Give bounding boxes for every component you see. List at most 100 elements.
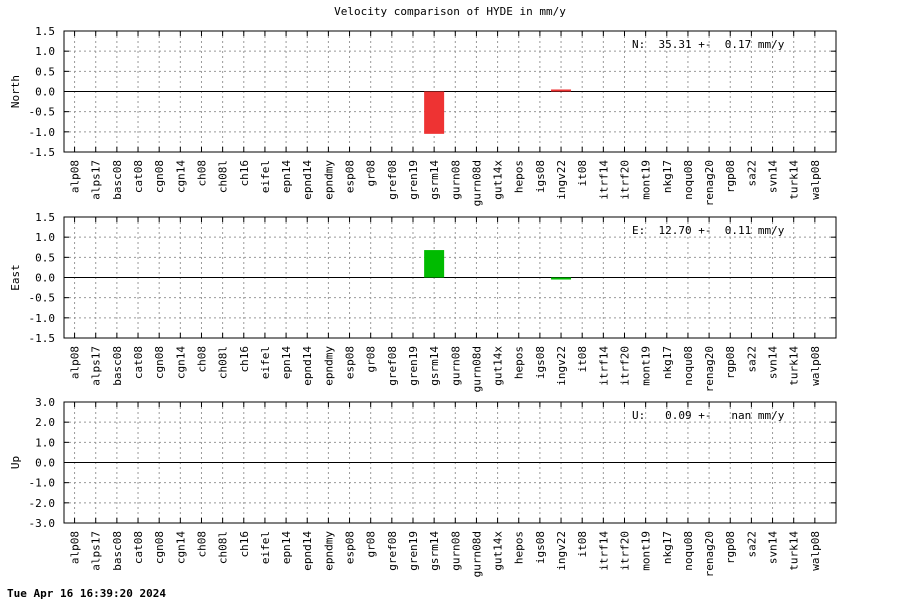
- x-tick-label: epnd14: [301, 531, 314, 571]
- x-tick-label: esp08: [344, 531, 357, 564]
- y-tick-label: 1.0: [35, 231, 55, 244]
- x-tick-label: ch08l: [217, 160, 230, 193]
- x-tick-label: ingv22: [555, 531, 568, 571]
- x-tick-label: hepos: [513, 160, 526, 193]
- x-tick-label: it08: [576, 346, 589, 373]
- y-tick-label: 3.0: [35, 396, 55, 409]
- x-tick-label: renag20: [703, 531, 716, 577]
- x-tick-label: esp08: [344, 346, 357, 379]
- x-tick-label: cgn14: [174, 160, 187, 193]
- x-tick-label: turk14: [788, 346, 801, 386]
- x-tick-label: renag20: [703, 160, 716, 206]
- x-tick-label: cgn08: [153, 346, 166, 379]
- x-tick-label: itrf20: [618, 346, 631, 386]
- x-tick-label: cgn14: [174, 531, 187, 564]
- x-tick-label: ch08: [195, 160, 208, 187]
- x-tick-label: turk14: [788, 160, 801, 200]
- x-tick-label: cgn14: [174, 346, 187, 379]
- y-tick-label: -0.5: [29, 106, 56, 119]
- x-tick-label: eifel: [259, 531, 272, 564]
- y-axis-label: Up: [9, 456, 22, 469]
- y-tick-label: 1.5: [35, 25, 55, 38]
- x-tick-label: gurn08d: [470, 346, 483, 392]
- x-tick-label: rgp08: [724, 531, 737, 564]
- x-tick-label: gref08: [386, 160, 399, 200]
- x-tick-label: alp08: [69, 531, 82, 564]
- x-tick-label: gren19: [407, 346, 420, 386]
- x-tick-label: igs08: [534, 531, 547, 564]
- y-tick-label: -1.5: [29, 146, 56, 159]
- x-tick-label: alps17: [90, 346, 103, 386]
- x-tick-label: noqu08: [682, 531, 695, 571]
- x-tick-label: epn14: [280, 346, 293, 379]
- x-tick-label: noqu08: [682, 346, 695, 386]
- x-tick-label: ch08: [195, 346, 208, 373]
- x-tick-label: epndmy: [322, 346, 335, 386]
- x-tick-label: gsrm14: [428, 346, 441, 386]
- y-tick-label: -1.0: [29, 477, 56, 490]
- x-tick-label: sa22: [745, 160, 758, 187]
- x-tick-label: basc08: [111, 346, 124, 386]
- y-tick-label: 2.0: [35, 416, 55, 429]
- x-tick-label: nkg17: [661, 346, 674, 379]
- x-tick-label: ch08: [195, 531, 208, 558]
- y-tick-label: 0.0: [35, 86, 55, 99]
- x-tick-label: gurn08: [449, 531, 462, 571]
- y-tick-label: 0.0: [35, 457, 55, 470]
- y-tick-label: -1.0: [29, 312, 56, 325]
- x-tick-label: svn14: [767, 160, 780, 193]
- x-tick-label: turk14: [788, 531, 801, 571]
- x-tick-label: epn14: [280, 531, 293, 564]
- y-tick-label: 1.0: [35, 436, 55, 449]
- plot-frame: [63, 216, 837, 339]
- x-tick-label: igs08: [534, 160, 547, 193]
- x-tick-label: gut14x: [492, 346, 505, 386]
- y-tick-label: -1.5: [29, 332, 56, 345]
- velocity-annotation: N: 35.31 +- 0.17 mm/y: [632, 38, 785, 51]
- x-tick-label: walp08: [809, 531, 822, 571]
- x-tick-label: gr08: [365, 531, 378, 558]
- x-tick-label: mont19: [640, 346, 653, 386]
- x-tick-label: hepos: [513, 346, 526, 379]
- x-tick-label: gurn08: [449, 346, 462, 386]
- x-tick-label: itrf14: [597, 531, 610, 571]
- x-tick-label: gut14x: [492, 531, 505, 571]
- x-tick-label: itrf14: [597, 346, 610, 386]
- bar: [424, 91, 445, 134]
- chart-panel-east: 1.5 1.0 0.5 0.0 -0.5 -1.0 -1.5 alp08 alps17 basc0…: [9, 211, 837, 392]
- x-tick-label: walp08: [809, 160, 822, 200]
- x-tick-label: esp08: [344, 160, 357, 193]
- x-tick-label: gsrm14: [428, 531, 441, 571]
- x-tick-label: it08: [576, 531, 589, 558]
- y-axis-label: East: [9, 264, 22, 291]
- y-tick-label: -2.0: [29, 497, 56, 510]
- x-tick-label: gref08: [386, 531, 399, 571]
- x-tick-label: cat08: [132, 346, 145, 379]
- x-tick-label: alps17: [90, 531, 103, 571]
- x-tick-label: ch08l: [217, 346, 230, 379]
- velocity-annotation: U: 0.09 +- nan mm/y: [632, 409, 785, 422]
- plot-frame: [63, 401, 837, 524]
- x-tick-label: sa22: [745, 346, 758, 373]
- velocity-annotation: E: 12.70 +- 0.11 mm/y: [632, 224, 785, 237]
- x-tick-label: sa22: [745, 531, 758, 558]
- x-tick-label: gren19: [407, 160, 420, 200]
- chart-panel-north: 1.5 1.0 0.5 0.0 -0.5 -1.0 -1.5 alp08 alps17 basc0…: [9, 25, 837, 206]
- chart-title: Velocity comparison of HYDE in mm/y: [334, 5, 566, 18]
- chart-panel-up: 3.0 2.0 1.0 0.0 -1.0 -2.0 -3.0 alp08 alps17 basc0…: [9, 396, 837, 577]
- x-tick-label: svn14: [767, 346, 780, 379]
- x-tick-label: cat08: [132, 160, 145, 193]
- x-tick-label: epndmy: [322, 531, 335, 571]
- x-tick-label: basc08: [111, 160, 124, 200]
- x-tick-label: gren19: [407, 531, 420, 571]
- bar: [551, 277, 572, 280]
- timestamp: Tue Apr 16 16:39:20 2024: [7, 587, 166, 600]
- x-tick-label: itrf20: [618, 531, 631, 571]
- bar: [551, 89, 572, 92]
- x-tick-label: nkg17: [661, 160, 674, 193]
- x-tick-label: epndmy: [322, 160, 335, 200]
- x-tick-label: eifel: [259, 160, 272, 193]
- x-tick-label: renag20: [703, 346, 716, 392]
- x-tick-label: mont19: [640, 160, 653, 200]
